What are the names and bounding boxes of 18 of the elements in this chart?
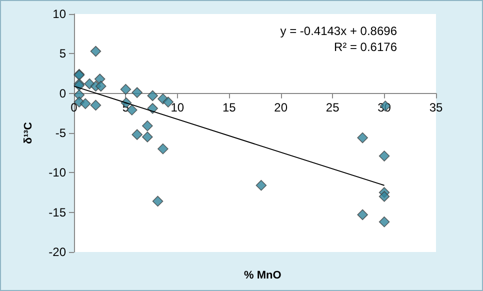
annotation: y = -0.4143x + 0.8696	[280, 24, 398, 38]
x-tick-label: 15	[222, 100, 236, 114]
y-tick-label: -15	[48, 205, 66, 220]
x-tick-label: 35	[429, 100, 443, 114]
x-tick-label: 5	[122, 100, 130, 114]
annotation: R² = 0.6176	[334, 40, 398, 54]
y-tick-label: -10	[48, 166, 66, 180]
x-tick-label: 20	[274, 100, 288, 114]
y-axis-title: δ¹³C	[22, 122, 34, 144]
x-axis-title: % MnO	[244, 270, 282, 282]
y-tick-label: 10	[52, 7, 66, 21]
y-tick-label: 5	[59, 46, 66, 61]
x-tick-label: 10	[170, 100, 184, 114]
y-tick-label: 0	[59, 86, 66, 100]
x-tick-label: 0	[70, 100, 78, 114]
y-tick-label: -5	[55, 126, 66, 140]
x-tick-label: 25	[326, 100, 340, 114]
y-tick-label: -20	[48, 245, 66, 259]
